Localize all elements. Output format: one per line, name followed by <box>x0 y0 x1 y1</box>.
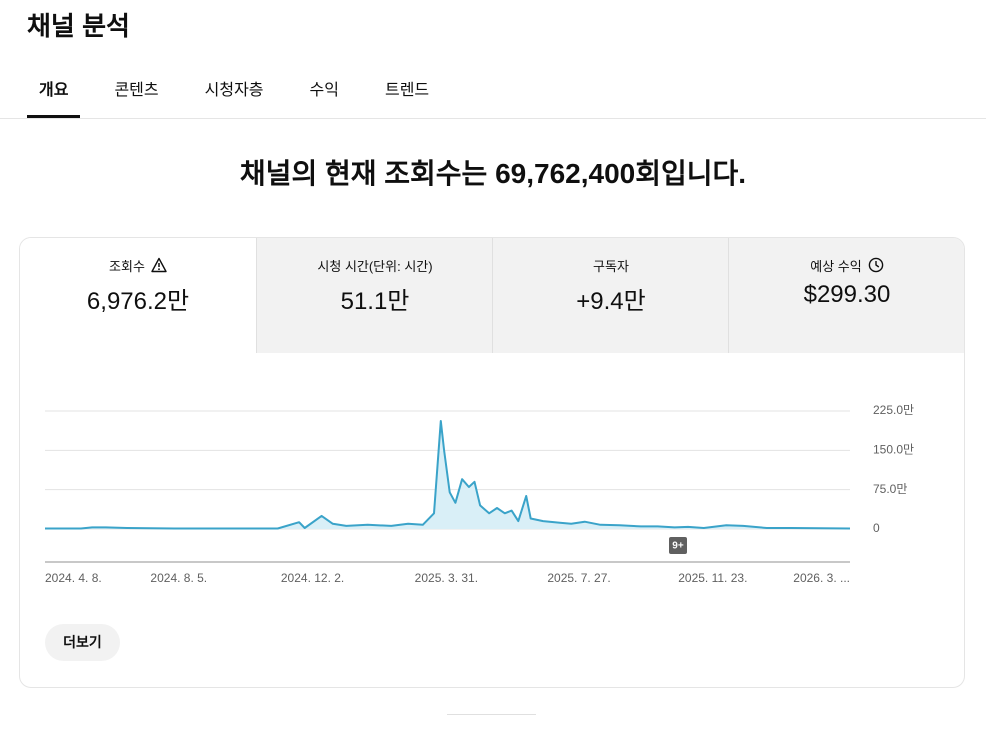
divider <box>0 118 986 119</box>
metric-label: 조회수 <box>109 258 145 274</box>
metric-label: 구독자 <box>593 258 629 274</box>
tab[interactable]: 시청자층 <box>204 82 264 99</box>
divider <box>447 714 536 715</box>
metric-tab[interactable]: 시청 시간(단위: 시간) 51.1만 <box>256 238 493 353</box>
tab[interactable]: 콘텐츠 <box>114 82 159 99</box>
metric-tab[interactable]: 예상 수익 $299.30 <box>728 238 964 353</box>
metric-value: 51.1만 <box>340 288 410 315</box>
metric-value: 6,976.2만 <box>86 288 190 315</box>
tab[interactable]: 트렌드 <box>384 82 430 99</box>
metric-value: +9.4만 <box>576 288 646 315</box>
tab-bar: 개요 콘텐츠 시청자층 수익 트렌드 <box>27 78 463 118</box>
metric-label: 예상 수익 <box>810 258 862 274</box>
metric-label: 시청 시간(단위: 시간) <box>317 258 433 274</box>
tab[interactable]: 수익 <box>309 82 339 99</box>
metric-tab[interactable]: 조회수 6,976.2만 <box>20 238 256 353</box>
metric-value: $299.30 <box>803 281 891 308</box>
more-button[interactable]: 더보기 <box>45 624 120 661</box>
analytics-card: 조회수 6,976.2만 시청 시간(단위: 시간) 51.1만 구독자 +9.… <box>19 237 965 688</box>
warning-icon <box>151 257 167 273</box>
page-title: 채널 분석 <box>27 11 130 41</box>
clock-icon <box>868 257 884 273</box>
metric-tab[interactable]: 구독자 +9.4만 <box>492 238 729 353</box>
tab[interactable]: 개요 <box>27 78 81 118</box>
headline: 채널의 현재 조회수는 69,762,400회입니다. <box>239 158 747 189</box>
